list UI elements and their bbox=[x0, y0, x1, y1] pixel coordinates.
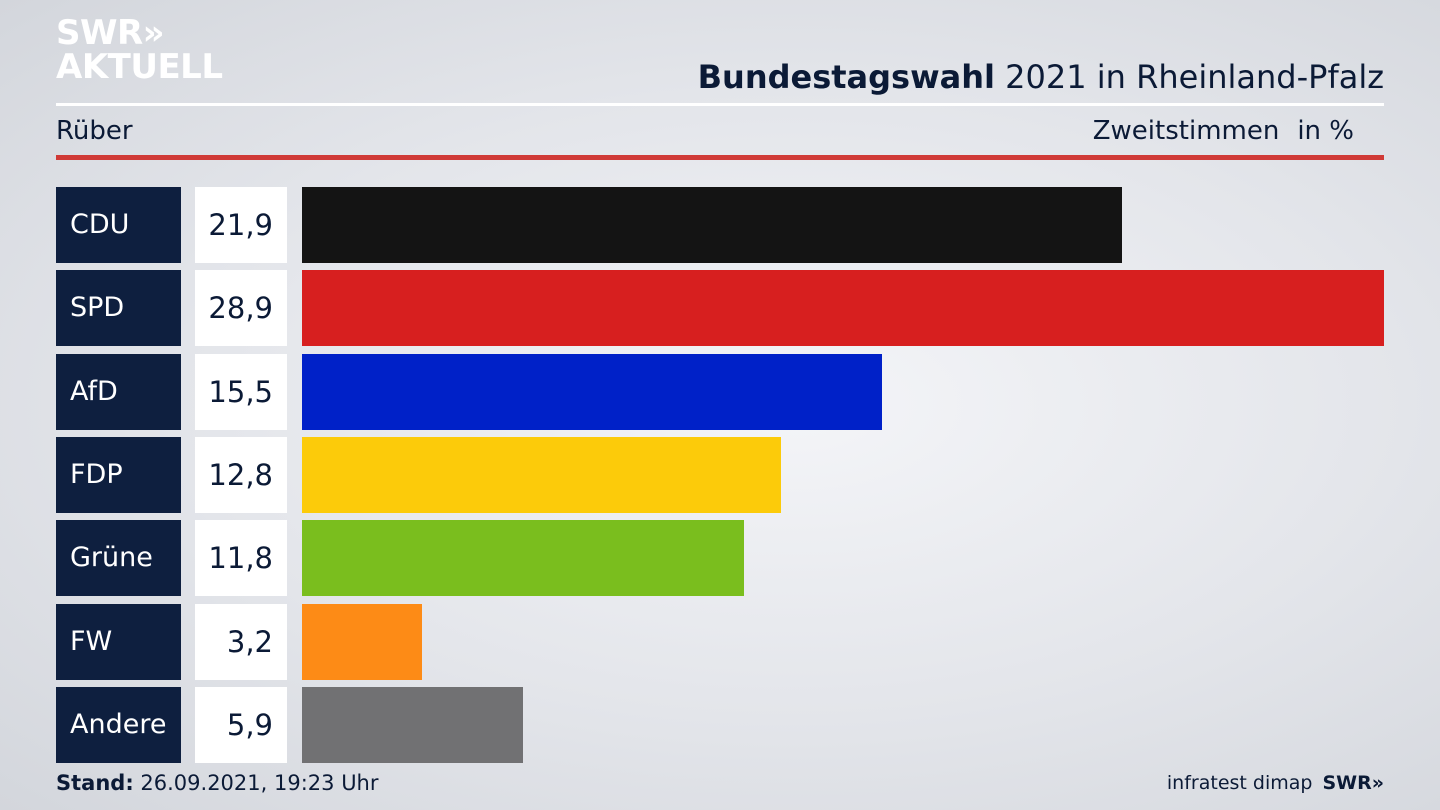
value-label: 21,9 bbox=[195, 187, 287, 263]
logo-line-1: SWR» bbox=[56, 13, 165, 53]
swr-aktuell-logo: SWR» AKTUELL bbox=[56, 16, 223, 84]
bar-row: CDU 21,9 bbox=[56, 187, 1384, 263]
value-label: 15,5 bbox=[195, 354, 287, 430]
logo-line-2: AKTUELL bbox=[56, 47, 223, 87]
swr-brand-logo: SWR» bbox=[1322, 772, 1384, 794]
bar-row: SPD 28,9 bbox=[56, 270, 1384, 346]
party-label: CDU bbox=[56, 187, 181, 263]
chart-title-bold: Bundestagswahl bbox=[697, 58, 995, 96]
timestamp: Stand: 26.09.2021, 19:23 Uhr bbox=[56, 771, 379, 795]
chart-title-rest: 2021 in Rheinland-Pfalz bbox=[1005, 58, 1384, 96]
chart-title: Bundestagswahl 2021 in Rheinland-Pfalz bbox=[698, 58, 1384, 96]
bar-row: AfD 15,5 bbox=[56, 354, 1384, 430]
source-credit: infratest dimap SWR» bbox=[1167, 772, 1384, 794]
bar-row: FDP 12,8 bbox=[56, 437, 1384, 513]
constituency-label: Rüber bbox=[56, 116, 133, 146]
party-label: FW bbox=[56, 604, 181, 680]
measure-label: Zweitstimmen in % bbox=[1093, 116, 1354, 146]
value-label: 3,2 bbox=[195, 604, 287, 680]
timestamp-label: Stand: bbox=[56, 771, 134, 795]
party-label: SPD bbox=[56, 270, 181, 346]
value-label: 28,9 bbox=[195, 270, 287, 346]
bar bbox=[302, 187, 1122, 263]
header-divider bbox=[56, 103, 1384, 106]
value-label: 5,9 bbox=[195, 687, 287, 763]
accent-divider bbox=[56, 155, 1384, 160]
bar bbox=[302, 520, 744, 596]
bar bbox=[302, 437, 781, 513]
source-name: infratest dimap bbox=[1166, 772, 1313, 794]
bar-row: Grüne 11,8 bbox=[56, 520, 1384, 596]
bar bbox=[302, 270, 1384, 346]
party-label: Andere bbox=[56, 687, 181, 763]
measure-name: Zweitstimmen bbox=[1092, 116, 1280, 146]
measure-unit: in % bbox=[1297, 116, 1354, 146]
bar bbox=[302, 354, 882, 430]
bar-row: Andere 5,9 bbox=[56, 687, 1384, 763]
value-label: 12,8 bbox=[195, 437, 287, 513]
bar bbox=[302, 604, 422, 680]
bar-row: FW 3,2 bbox=[56, 604, 1384, 680]
party-label: AfD bbox=[56, 354, 181, 430]
party-label: FDP bbox=[56, 437, 181, 513]
bar bbox=[302, 687, 523, 763]
party-label: Grüne bbox=[56, 520, 181, 596]
value-label: 11,8 bbox=[195, 520, 287, 596]
timestamp-value: 26.09.2021, 19:23 Uhr bbox=[140, 771, 379, 795]
